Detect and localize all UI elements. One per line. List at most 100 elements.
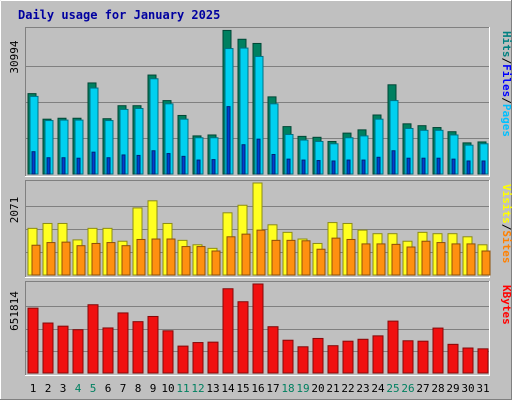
bar-pages-day-1: Pages 1: 4800 bbox=[31, 151, 36, 175]
x-tick-label: 3 bbox=[60, 382, 67, 395]
bar-kbytes-day-29: KBytes 29: 210000 bbox=[447, 343, 459, 374]
bar-pages-day-13: Pages 13: 3100 bbox=[211, 159, 216, 175]
bar-pages-day-11: Pages 11: 3800 bbox=[181, 155, 186, 175]
bar-kbytes-day-6: KBytes 6: 330000 bbox=[102, 327, 114, 374]
bar-sites-day-12: Sites 12: 640 bbox=[196, 246, 206, 276]
bar-pages-day-28: Pages 28: 3400 bbox=[436, 157, 441, 175]
x-tick-label: 4 bbox=[75, 382, 82, 395]
bar-sites-day-16: Sites 16: 1010 bbox=[256, 229, 266, 276]
bar-kbytes-day-12: KBytes 12: 223000 bbox=[192, 342, 204, 374]
bar-sites-day-25: Sites 25: 690 bbox=[391, 243, 401, 276]
bar-pages-day-20: Pages 20: 2900 bbox=[316, 160, 321, 175]
bar-pages-day-3: Pages 3: 3500 bbox=[61, 157, 66, 175]
bar-sites-day-8: Sites 8: 800 bbox=[136, 238, 146, 276]
bar-kbytes-day-8: KBytes 8: 376000 bbox=[132, 321, 144, 374]
bar-kbytes-day-24: KBytes 24: 272000 bbox=[372, 335, 384, 374]
bar-kbytes-day-30: KBytes 30: 183000 bbox=[462, 347, 474, 374]
legend-visits: Visits bbox=[500, 184, 512, 224]
x-tick-label: 13 bbox=[206, 382, 219, 395]
bar-pages-day-21: Pages 21: 2800 bbox=[331, 160, 336, 175]
bar-kbytes-day-16: KBytes 16: 651814 bbox=[252, 283, 264, 374]
panel-hits-files-pages: Hits 1: 17300Hits 2: 11800Hits 3: 12000H… bbox=[8, 27, 512, 177]
bar-pages-day-4: Pages 4: 3400 bbox=[76, 157, 81, 175]
bar-pages-day-23: Pages 23: 3000 bbox=[361, 159, 366, 175]
bar-sites-day-10: Sites 10: 810 bbox=[166, 238, 176, 276]
bar-sites-day-30: Sites 30: 700 bbox=[466, 243, 476, 276]
bar-kbytes-day-10: KBytes 10: 309000 bbox=[162, 330, 174, 374]
bar-kbytes-day-18: KBytes 18: 240000 bbox=[282, 339, 294, 374]
bar-kbytes-day-27: KBytes 27: 233000 bbox=[417, 340, 429, 374]
bar-sites-day-13: Sites 13: 540 bbox=[211, 250, 221, 276]
bar-sites-day-11: Sites 11: 640 bbox=[181, 246, 191, 276]
x-tick-label: 12 bbox=[191, 382, 204, 395]
bar-kbytes-day-22: KBytes 22: 233000 bbox=[342, 340, 354, 374]
x-tick-label: 28 bbox=[431, 382, 444, 395]
bar-pages-day-12: Pages 12: 3000 bbox=[196, 159, 201, 175]
bar-pages-day-19: Pages 19: 3000 bbox=[301, 159, 306, 175]
bar-sites-day-21: Sites 21: 830 bbox=[331, 237, 341, 276]
bar-sites-day-29: Sites 29: 700 bbox=[451, 243, 461, 276]
bar-sites-day-27: Sites 27: 760 bbox=[421, 240, 431, 276]
panel-max-label: 30994 bbox=[8, 40, 21, 73]
legend-kbytes: KBytes bbox=[500, 285, 512, 325]
bar-kbytes-day-26: KBytes 26: 236000 bbox=[402, 340, 414, 374]
x-tick-label: 8 bbox=[135, 382, 142, 395]
bar-sites-day-14: Sites 14: 860 bbox=[226, 236, 236, 276]
bar-pages-day-31: Pages 31: 2800 bbox=[481, 160, 486, 175]
legend-pages: Pages bbox=[500, 104, 512, 137]
bar-kbytes-day-1: KBytes 1: 475000 bbox=[27, 307, 39, 374]
bar-kbytes-day-21: KBytes 21: 200000 bbox=[327, 345, 339, 374]
x-tick-label: 14 bbox=[221, 382, 235, 395]
panel-legend: KBytes bbox=[500, 285, 512, 325]
bar-pages-day-24: Pages 24: 3600 bbox=[376, 156, 381, 175]
x-tick-label: 15 bbox=[236, 382, 249, 395]
bar-kbytes-day-3: KBytes 3: 343000 bbox=[57, 325, 69, 374]
bar-pages-day-18: Pages 18: 3200 bbox=[286, 158, 291, 175]
bar-kbytes-day-5: KBytes 5: 500000 bbox=[87, 304, 99, 374]
x-tick-label: 27 bbox=[416, 382, 429, 395]
bar-kbytes-day-7: KBytes 7: 440000 bbox=[117, 312, 129, 374]
bar-pages-day-10: Pages 10: 4400 bbox=[166, 153, 171, 175]
legend-files: Files bbox=[500, 64, 512, 97]
bar-sites-day-20: Sites 20: 580 bbox=[316, 248, 326, 276]
bar-kbytes-day-9: KBytes 9: 414000 bbox=[147, 315, 159, 374]
x-tick-label: 24 bbox=[371, 382, 385, 395]
bar-sites-day-1: Sites 1: 670 bbox=[31, 244, 41, 276]
x-tick-label: 30 bbox=[461, 382, 474, 395]
bar-pages-day-5: Pages 5: 4700 bbox=[91, 151, 96, 175]
bar-kbytes-day-13: KBytes 13: 226000 bbox=[207, 341, 219, 374]
bar-pages-day-27: Pages 27: 3400 bbox=[421, 157, 426, 175]
chart-title: Daily usage for January 2025 bbox=[18, 8, 220, 22]
bar-sites-day-4: Sites 4: 660 bbox=[76, 245, 86, 276]
bar-pages-day-29: Pages 29: 3200 bbox=[451, 158, 456, 175]
bar-sites-day-18: Sites 18: 780 bbox=[286, 239, 296, 276]
bar-kbytes-day-19: KBytes 19: 192000 bbox=[297, 346, 309, 374]
bar-kbytes-day-31: KBytes 31: 177000 bbox=[477, 348, 489, 374]
legend-separator: / bbox=[500, 97, 512, 104]
bar-pages-day-30: Pages 30: 2800 bbox=[466, 160, 471, 175]
bar-pages-day-14: Pages 14: 14500 bbox=[226, 106, 231, 175]
bar-pages-day-8: Pages 8: 4000 bbox=[136, 154, 141, 175]
panel-legend: Hits/Files/Pages bbox=[500, 31, 512, 137]
bar-pages-day-16: Pages 16: 7500 bbox=[256, 138, 261, 175]
bar-sites-day-31: Sites 31: 540 bbox=[481, 250, 491, 276]
panel-legend: Visits/Sites bbox=[500, 184, 512, 264]
x-tick-label: 20 bbox=[311, 382, 324, 395]
x-tick-label: 17 bbox=[266, 382, 279, 395]
bar-pages-day-15: Pages 15: 6300 bbox=[241, 144, 246, 175]
bar-sites-day-22: Sites 22: 800 bbox=[346, 238, 356, 276]
bar-sites-day-15: Sites 15: 920 bbox=[241, 233, 251, 276]
legend-sites: Sites bbox=[500, 230, 512, 263]
bar-kbytes-day-25: KBytes 25: 380000 bbox=[387, 320, 399, 374]
bar-kbytes-day-11: KBytes 11: 197000 bbox=[177, 345, 189, 374]
bar-sites-day-19: Sites 19: 770 bbox=[301, 240, 311, 276]
x-tick-label: 9 bbox=[150, 382, 157, 395]
bar-kbytes-day-23: KBytes 23: 247000 bbox=[357, 338, 369, 374]
bar-pages-day-9: Pages 9: 5000 bbox=[151, 150, 156, 175]
x-tick-label: 10 bbox=[161, 382, 174, 395]
bar-pages-day-26: Pages 26: 3400 bbox=[406, 157, 411, 175]
bar-kbytes-day-4: KBytes 4: 317000 bbox=[72, 329, 84, 374]
x-tick-label: 25 bbox=[386, 382, 399, 395]
x-tick-label: 2 bbox=[45, 382, 52, 395]
